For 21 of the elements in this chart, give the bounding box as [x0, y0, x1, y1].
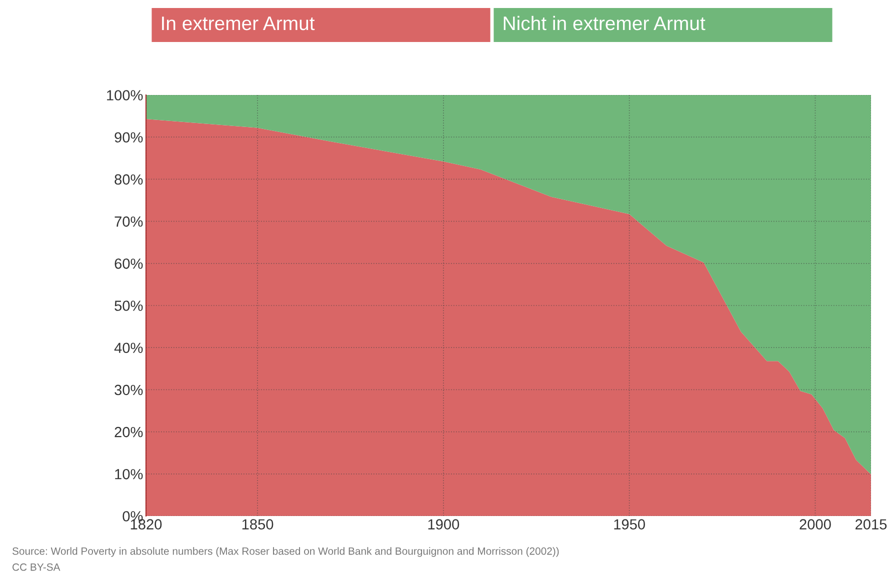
source-note: Source: World Poverty in absolute numbers (Max Roser based on World Bank and Bourguignon and Morrisson (2002)) — [12, 547, 559, 557]
text: Nicht in extremer Armut — [504, 16, 706, 30]
y-tick-label: 80% — [114, 174, 143, 185]
x-tick-label: 1850 — [242, 519, 274, 530]
text: CC BY-SA — [12, 563, 60, 571]
y-tick-label: 50% — [114, 300, 143, 311]
y-tick-label: 20% — [114, 426, 143, 438]
text: In extremer Armut — [162, 16, 315, 30]
x-tick-label: 2000 — [800, 519, 831, 530]
x-tick-label: 1820 — [130, 519, 162, 530]
y-tick-label: 90% — [114, 132, 143, 143]
y-tick-label: 30% — [114, 384, 143, 396]
y-tick-label: 0% — [122, 511, 143, 522]
y-tick-label: 60% — [114, 258, 143, 269]
x-tick-label: 1950 — [614, 519, 645, 530]
x-tick-label: 2015 — [856, 519, 887, 530]
x-tick-label: 1900 — [428, 519, 460, 530]
y-tick-label: 70% — [114, 216, 143, 227]
y-tick-label: 10% — [115, 469, 143, 480]
y-tick-label: 40% — [114, 342, 143, 354]
y-tick-label: 100% — [107, 90, 143, 100]
